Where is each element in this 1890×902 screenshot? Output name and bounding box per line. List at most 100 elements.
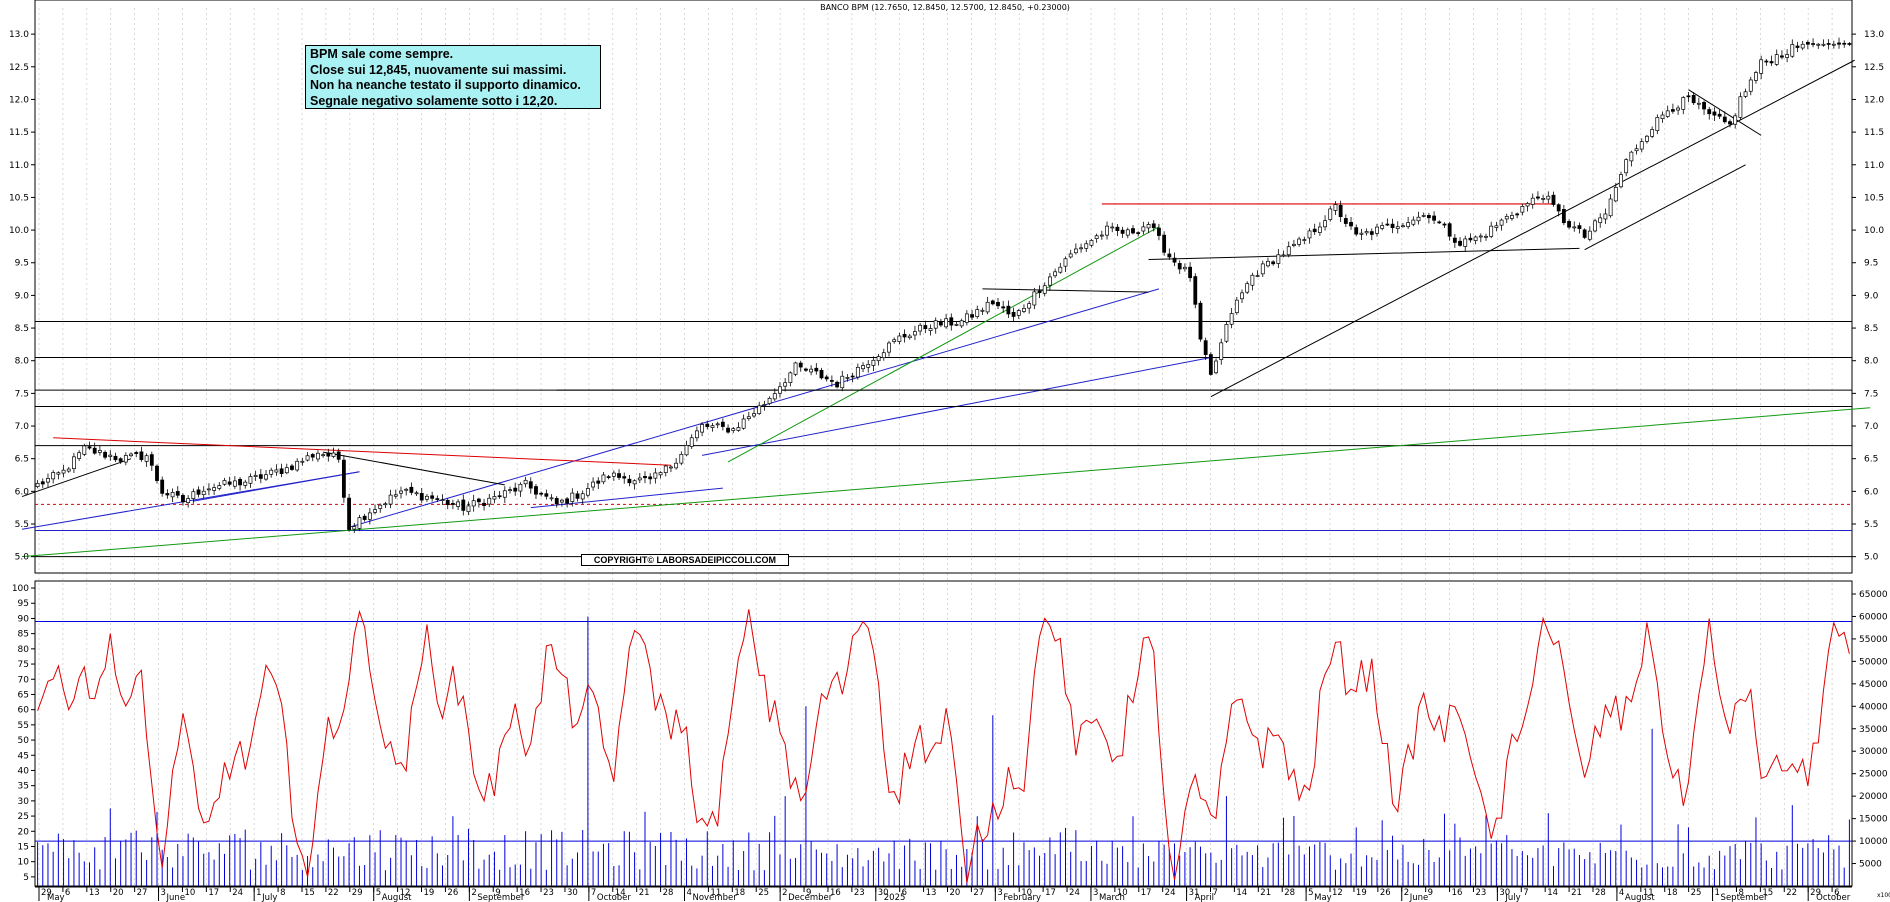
candle-body — [788, 372, 793, 383]
month-label: June — [166, 893, 186, 902]
date-tick-label: 18 — [1667, 888, 1678, 898]
candle-body — [1073, 248, 1078, 254]
indicator-panel-frame — [34, 580, 1853, 887]
candle-body — [35, 483, 40, 488]
candle-body — [445, 499, 450, 506]
stoch-tick-label: 15 — [18, 842, 29, 852]
date-tick-label: 16 — [519, 888, 530, 898]
price-tick-label-right: 10.5 — [1864, 193, 1884, 203]
candle-body — [1255, 275, 1260, 277]
candle-body — [959, 320, 964, 327]
candle-body — [456, 501, 461, 507]
candle-body — [611, 472, 616, 477]
candle-body — [1831, 43, 1836, 46]
date-tick-label: 1 — [256, 888, 261, 898]
candle-body — [77, 452, 82, 459]
candle-body — [175, 491, 180, 496]
candle-body — [1613, 187, 1618, 202]
candle-body — [373, 509, 377, 513]
price-tick-label-left: 8.5 — [15, 324, 29, 334]
candle-body — [1811, 43, 1815, 45]
candle-body — [103, 451, 107, 458]
candle-body — [425, 495, 429, 500]
candle-body — [710, 425, 715, 428]
candle-body — [1141, 226, 1146, 232]
candle-body — [1172, 257, 1177, 263]
candle-body — [1245, 283, 1250, 293]
volume-tick-label: 15000 — [1859, 815, 1888, 825]
candle-body — [409, 486, 414, 493]
candle-body — [279, 468, 284, 475]
date-tick-label: 16 — [830, 888, 841, 898]
price-tick-label-right: 7.5 — [1864, 389, 1878, 399]
price-panel-frame — [34, 0, 1853, 574]
date-tick-label: 11 — [1643, 888, 1654, 898]
date-tick-label: 26 — [447, 888, 458, 898]
candle-body — [752, 413, 756, 417]
date-tick-label: 6 — [1834, 888, 1839, 898]
candle-body — [944, 318, 949, 328]
candle-body — [196, 489, 201, 495]
candle-body — [502, 490, 507, 498]
candle-body — [1717, 113, 1722, 117]
candle-body — [430, 495, 435, 499]
date-tick-label: 24 — [232, 888, 243, 898]
candle-body — [720, 421, 725, 427]
date-tick-label: 13 — [926, 888, 937, 898]
candle-body — [887, 342, 891, 353]
candle-body — [1115, 226, 1120, 232]
candle-body — [627, 478, 632, 484]
candle-body — [46, 478, 50, 483]
date-tick-label: 25 — [758, 888, 769, 898]
candle-body — [1837, 42, 1841, 45]
date-tick-label: 30 — [1499, 888, 1510, 898]
month-label: April — [1195, 893, 1214, 902]
candle-body — [487, 497, 492, 505]
date-tick-label: 5 — [376, 888, 381, 898]
volume-tick-label: 55000 — [1859, 635, 1888, 645]
candle-body — [1110, 226, 1115, 229]
candle-body — [741, 418, 746, 429]
candle-body — [544, 493, 549, 497]
candle-body — [1079, 247, 1083, 250]
candle-body — [1821, 43, 1826, 46]
candlestick-series — [35, 37, 1852, 533]
candle-body — [440, 499, 445, 502]
candle-body — [539, 492, 544, 495]
candle-body — [996, 301, 1000, 307]
candle-body — [201, 490, 206, 495]
candle-body — [1162, 234, 1167, 253]
candle-body — [113, 455, 118, 461]
candle-body — [181, 495, 185, 503]
candle-body — [367, 512, 372, 520]
price-tick-label-right: 11.0 — [1864, 161, 1884, 171]
price-tick-label-left: 5.0 — [15, 553, 30, 563]
volume-tick-label: 5000 — [1859, 860, 1882, 870]
annotation-line: BPM sale come sempre. — [310, 47, 454, 61]
candle-body — [554, 498, 559, 505]
candle-body — [1738, 96, 1743, 118]
candle-body — [123, 455, 128, 463]
candle-body — [274, 469, 279, 473]
level-lines — [35, 203, 1852, 558]
blue-trendline — [530, 487, 723, 509]
volume-series — [35, 616, 1852, 886]
month-label: July — [261, 893, 277, 902]
date-tick-label: 23 — [543, 888, 554, 898]
candle-body — [949, 317, 954, 326]
candle-body — [1769, 61, 1774, 64]
candle-body — [871, 359, 876, 366]
candle-body — [1572, 226, 1577, 229]
candle-body — [1032, 291, 1037, 306]
candle-body — [1208, 354, 1213, 375]
candle-body — [1733, 115, 1738, 125]
candle-body — [258, 474, 263, 479]
candle-body — [1105, 225, 1109, 236]
stoch-tick-label: 70 — [18, 675, 30, 685]
date-tick-label: 9 — [806, 888, 811, 898]
price-tick-label-right: 6.0 — [1864, 487, 1879, 497]
date-tick-label: 29 — [1810, 888, 1821, 898]
candle-body — [1089, 240, 1094, 246]
candle-body — [482, 502, 486, 506]
date-tick-label: 16 — [1452, 888, 1463, 898]
